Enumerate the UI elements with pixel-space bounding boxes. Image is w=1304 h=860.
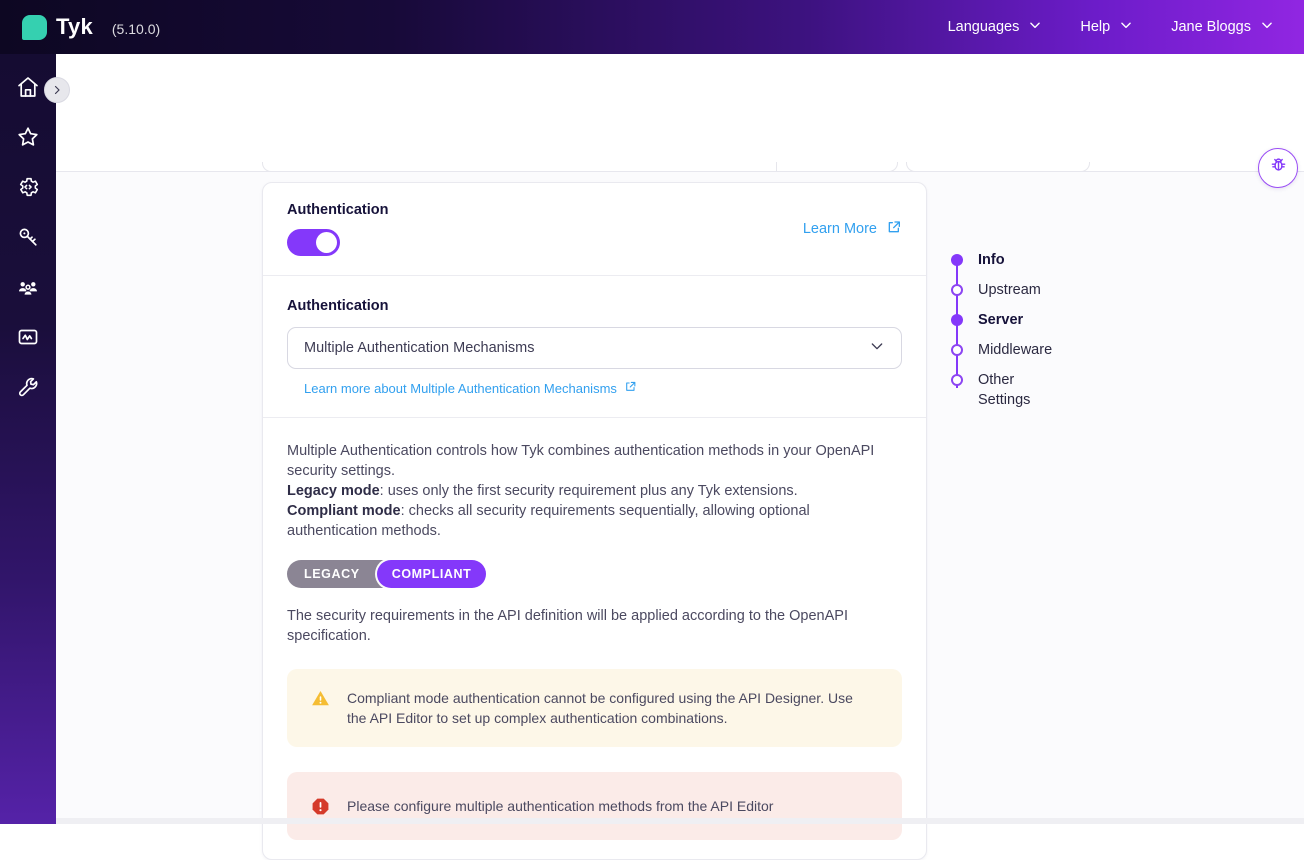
learn-more-link[interactable]: Learn More bbox=[803, 219, 902, 239]
header-divider bbox=[56, 171, 1304, 172]
external-link-icon bbox=[886, 219, 902, 239]
warning-banner: Compliant mode authentication cannot be … bbox=[287, 669, 902, 747]
authentication-toggle-section: Authentication Learn More bbox=[263, 183, 926, 276]
authentication-mode-section: Multiple Authentication controls how Tyk… bbox=[263, 418, 926, 859]
stepper-item-info[interactable]: Info bbox=[951, 250, 1081, 280]
bug-icon bbox=[1268, 155, 1289, 181]
stepper-dot-filled bbox=[951, 254, 963, 266]
main-content: Authentication Learn More Authentication… bbox=[56, 172, 1304, 860]
error-octagon-icon bbox=[311, 797, 330, 816]
version-label: (5.10.0) bbox=[111, 20, 161, 37]
legacy-option[interactable]: LEGACY bbox=[304, 567, 360, 581]
authentication-mechanism-select[interactable]: Multiple Authentication Mechanisms bbox=[287, 327, 902, 369]
chevron-down-icon bbox=[869, 338, 885, 358]
stepper-item-server[interactable]: Server bbox=[951, 310, 1081, 340]
authentication-card: Authentication Learn More Authentication… bbox=[262, 182, 927, 860]
authentication-select-section: Authentication Multiple Authentication M… bbox=[263, 276, 926, 418]
home-icon[interactable] bbox=[16, 75, 40, 99]
warning-text: Compliant mode authentication cannot be … bbox=[347, 690, 853, 726]
api-gateway-gear-icon[interactable] bbox=[16, 175, 40, 199]
openapi-note: The security requirements in the API def… bbox=[287, 608, 848, 644]
tyk-logo-icon bbox=[22, 14, 47, 40]
warning-triangle-icon bbox=[311, 689, 330, 708]
page-header bbox=[56, 54, 1304, 172]
activity-monitor-icon[interactable] bbox=[16, 325, 40, 349]
chevron-down-icon bbox=[1028, 18, 1042, 36]
error-banner: Please configure multiple authentication… bbox=[287, 772, 902, 840]
content-bottom-edge bbox=[56, 818, 1304, 824]
authentication-toggle[interactable] bbox=[287, 229, 340, 256]
languages-menu[interactable]: Languages bbox=[948, 18, 1043, 36]
stepper-item-other-settings[interactable]: Other Settings bbox=[951, 370, 1081, 410]
top-bar: Tyk (5.10.0) Languages Help Jane Bloggs bbox=[0, 0, 1304, 54]
compliant-option[interactable]: COMPLIANT bbox=[376, 560, 487, 588]
select-value: Multiple Authentication Mechanisms bbox=[304, 340, 535, 356]
chevron-down-icon bbox=[1119, 18, 1133, 36]
stepper-dot-filled bbox=[951, 314, 963, 326]
mode-description: Multiple Authentication controls how Tyk… bbox=[287, 443, 875, 539]
learn-more-mechanisms-link[interactable]: Learn more about Multiple Authentication… bbox=[304, 380, 902, 396]
stepper-item-upstream[interactable]: Upstream bbox=[951, 280, 1081, 310]
legacy-compliant-toggle[interactable]: LEGACY COMPLIANT bbox=[287, 560, 487, 588]
user-menu[interactable]: Jane Bloggs bbox=[1171, 18, 1274, 36]
wrench-icon[interactable] bbox=[16, 375, 40, 399]
debug-bug-button[interactable] bbox=[1258, 148, 1298, 188]
select-label: Authentication bbox=[287, 298, 389, 314]
help-menu[interactable]: Help bbox=[1080, 18, 1133, 36]
chevron-down-icon bbox=[1260, 18, 1274, 36]
stepper-item-middleware[interactable]: Middleware bbox=[951, 340, 1081, 370]
users-icon[interactable] bbox=[16, 275, 40, 299]
stepper-dot-hollow bbox=[951, 374, 963, 386]
section-title: Authentication bbox=[287, 202, 389, 218]
tyk-logo-text: Tyk bbox=[56, 14, 93, 39]
star-icon[interactable] bbox=[16, 125, 40, 149]
tyk-logo[interactable]: Tyk (5.10.0) bbox=[22, 14, 160, 40]
stepper-dot-hollow bbox=[951, 284, 963, 296]
key-icon[interactable] bbox=[16, 225, 40, 249]
sidebar-collapse-button[interactable] bbox=[44, 77, 70, 103]
external-link-icon bbox=[624, 380, 637, 396]
left-sidebar bbox=[0, 54, 56, 824]
section-stepper: Info Upstream Server Middleware Other Se… bbox=[951, 250, 1081, 410]
stepper-dot-hollow bbox=[951, 344, 963, 356]
error-text: Please configure multiple authentication… bbox=[347, 798, 774, 814]
